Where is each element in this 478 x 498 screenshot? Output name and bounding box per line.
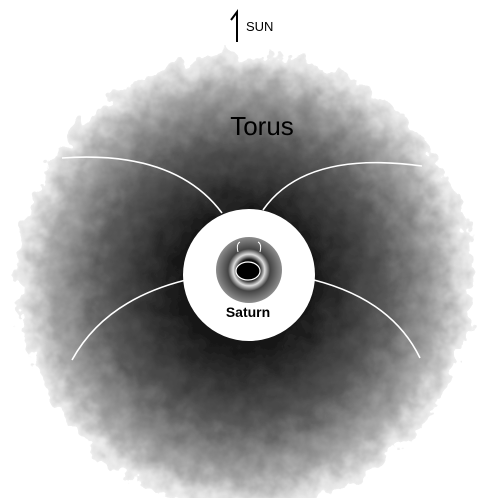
torus-label: Torus xyxy=(230,111,294,141)
page: Saturn Torus SUN (() => { const data = J… xyxy=(0,0,478,498)
torus-diagram: Saturn Torus SUN xyxy=(0,0,478,498)
saturn-label: Saturn xyxy=(226,304,270,320)
sun-label: SUN xyxy=(246,19,273,34)
sun-arrow xyxy=(231,12,237,42)
saturn-core xyxy=(236,262,260,280)
